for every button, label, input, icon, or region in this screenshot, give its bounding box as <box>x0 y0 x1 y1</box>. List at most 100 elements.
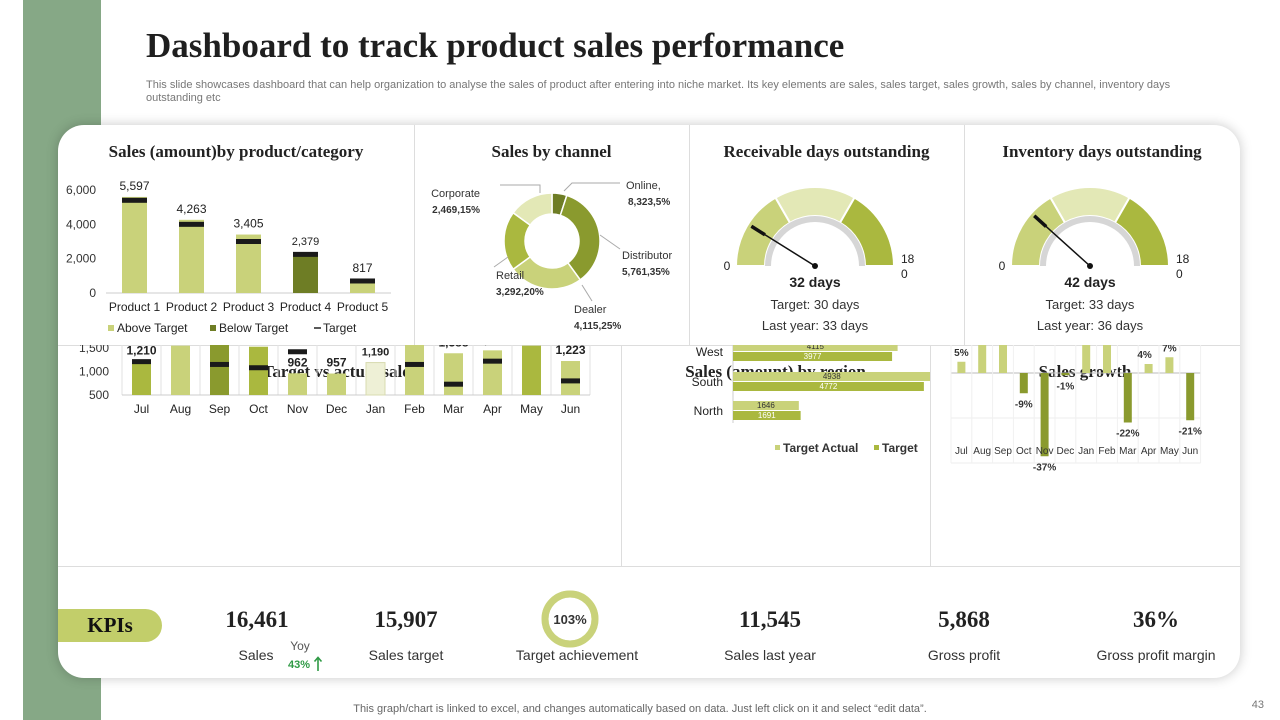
bar <box>978 345 987 373</box>
data-label: 1691 <box>758 411 776 420</box>
target-marker <box>444 381 463 387</box>
data-label: 1,388 <box>438 345 468 349</box>
x-tick-label: May <box>520 402 543 416</box>
y-tick-label: 500 <box>89 388 109 402</box>
bar <box>444 353 463 395</box>
bar <box>1144 364 1153 373</box>
region-panel: Sales (amount) by region East57615567Wes… <box>621 345 930 566</box>
ring-fill <box>541 590 599 648</box>
data-label: 4772 <box>820 382 838 391</box>
gauge-inner-ring <box>765 216 865 266</box>
slice-value: 8,323,5% <box>628 197 670 208</box>
x-tick-label: Mar <box>1119 446 1137 457</box>
gauge-min-label: 0 <box>999 259 1006 273</box>
gauge-target: Target: 30 days <box>771 297 860 312</box>
data-label: -37% <box>1033 462 1056 473</box>
gauge-max-label: 0 <box>1176 267 1183 281</box>
bar <box>171 345 190 395</box>
slice-value: 2,469,15% <box>432 205 480 216</box>
gauge-max-label: 18 <box>901 252 915 266</box>
channel-title: Sales by channel <box>491 142 612 161</box>
data-label: 1646 <box>757 401 775 410</box>
kpi-pill-label: KPIs <box>87 613 133 637</box>
region-chart: East57615567West41153977South49384772Nor… <box>692 345 930 455</box>
donut-slice <box>559 194 601 281</box>
page-number: 43 <box>1251 699 1264 711</box>
bar <box>405 345 424 395</box>
bar-target <box>733 411 801 420</box>
growth-panel: Sales growth 5%Jul28%Aug18%Sep-9%Oct-37%… <box>930 345 1240 566</box>
gauge-max-label: 0 <box>901 267 908 281</box>
gauge-last-year: Last year: 36 days <box>1037 318 1144 333</box>
divider <box>930 345 931 566</box>
kpi-margin-value: 36% <box>1133 607 1179 632</box>
inventory-panel: Inventory days outstanding 0 18 0 42 days Ta… <box>964 125 1240 345</box>
data-label: 7% <box>1162 345 1177 354</box>
slice-name: Online, <box>626 180 661 192</box>
x-tick-label: Feb <box>404 402 425 416</box>
bar <box>1040 373 1049 457</box>
bar-actual <box>733 372 930 381</box>
target-marker <box>561 378 580 384</box>
target-marker <box>236 239 261 244</box>
legend-label: Target <box>882 441 918 455</box>
data-label: 4115 <box>807 345 825 351</box>
leader-line <box>500 184 541 193</box>
x-tick-label: Product 4 <box>280 300 332 314</box>
slice-name: Retail <box>496 270 524 282</box>
data-label: 1,210 <box>126 345 156 358</box>
bar <box>1165 357 1174 373</box>
data-label: -21% <box>1179 426 1202 437</box>
bar <box>1061 373 1070 376</box>
data-label: 1,223 <box>555 345 585 357</box>
bar <box>132 361 151 395</box>
kpi-yoy-value: 43% <box>287 659 311 671</box>
bar <box>236 234 261 293</box>
x-tick-label: Sep <box>994 446 1012 457</box>
x-tick-label: Apr <box>1141 446 1157 457</box>
gauge-needle-head <box>750 224 766 237</box>
kpi-achievement-label: Target achievement <box>515 647 639 663</box>
gauge-last-year: Last year: 33 days <box>762 318 869 333</box>
page-subtitle: This slide showcases dashboard that can … <box>146 79 1171 104</box>
x-tick-label: Oct <box>1016 446 1032 457</box>
leader-line <box>581 284 593 302</box>
target-marker <box>293 251 318 257</box>
bar-actual <box>733 345 898 351</box>
receivable-title: Receivable days outstanding <box>723 142 930 161</box>
x-tick-label: Oct <box>249 402 268 416</box>
kpi-sales-value: 16,461 <box>225 607 289 632</box>
x-tick-label: Product 3 <box>223 300 275 314</box>
x-tick-label: Mar <box>443 402 464 416</box>
gauge-value: 32 days <box>789 274 841 290</box>
target-marker <box>483 358 502 364</box>
bar <box>1186 373 1195 421</box>
bar <box>327 373 346 395</box>
y-tick-label: South <box>692 375 723 389</box>
bar <box>1123 373 1132 423</box>
y-tick-label: North <box>694 404 723 418</box>
target-actual-chart: 5001,0001,5002,0002,5001,210Jul1,550Aug1… <box>79 345 591 416</box>
divider <box>964 125 965 345</box>
legend-label: Target <box>323 321 357 335</box>
x-tick-label: Aug <box>170 402 191 416</box>
bar <box>293 252 318 293</box>
x-tick-label: Jul <box>134 402 149 416</box>
x-tick-label: Nov <box>1036 446 1054 457</box>
x-tick-label: Jun <box>561 402 580 416</box>
bar <box>122 196 147 293</box>
gauge-needle-head <box>1033 214 1048 228</box>
kpi-margin-label: Gross profit margin <box>1096 647 1216 663</box>
slice-value: 4,115,25% <box>574 321 621 332</box>
kpi-gross-value: 5,868 <box>938 607 990 632</box>
bar <box>957 361 966 373</box>
slice-name: Corporate <box>431 188 480 200</box>
bar <box>1019 373 1028 394</box>
y-tick-label: 4,000 <box>66 217 96 231</box>
y-tick-label: West <box>696 345 724 359</box>
divider <box>58 345 1240 346</box>
gauge-value: 42 days <box>1064 274 1116 290</box>
x-tick-label: Feb <box>1098 446 1116 457</box>
product-sales-title: Sales (amount)by product/category <box>108 142 364 161</box>
